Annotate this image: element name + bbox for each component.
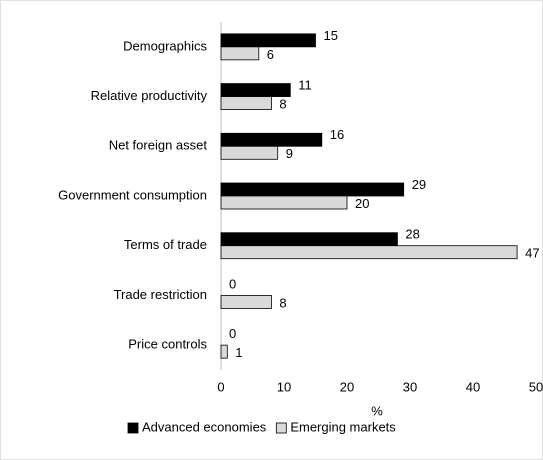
x-axis-label: %: [371, 403, 383, 418]
bar: [220, 344, 228, 359]
x-tick-label: 30: [403, 379, 417, 394]
bar: [220, 245, 518, 260]
y-tick-label: Price controls: [128, 337, 207, 352]
value-label: 1: [235, 345, 242, 360]
y-tick-label: Government consumption: [58, 187, 207, 202]
value-label: 6: [267, 47, 274, 62]
bar: [220, 295, 272, 309]
legend-label: Advanced economies: [142, 419, 267, 434]
value-label: 47: [525, 246, 539, 261]
x-tick-label: 40: [466, 379, 480, 394]
value-label: 9: [286, 146, 293, 161]
bar: [220, 96, 272, 110]
value-label: 11: [298, 78, 312, 93]
value-label: 0: [229, 326, 236, 341]
bar: [220, 232, 398, 247]
y-tick-label: Relative productivity: [91, 88, 208, 103]
bar: [220, 83, 291, 97]
value-label: 8: [279, 97, 286, 112]
x-tick-label: 20: [340, 379, 354, 394]
x-tick-label: 0: [217, 379, 224, 394]
bar: [220, 46, 260, 61]
legend-label: Emerging markets: [290, 419, 396, 434]
y-tick-label: Net foreign asset: [109, 138, 208, 153]
x-tick-label: 50: [529, 379, 543, 394]
value-label: 15: [324, 28, 338, 43]
y-tick-label: Terms of trade: [124, 237, 207, 252]
bar: [220, 33, 316, 48]
bar: [220, 145, 279, 160]
bar: [220, 195, 348, 210]
value-label: 0: [229, 276, 236, 291]
value-label: 20: [355, 196, 369, 211]
value-label: 8: [279, 295, 286, 310]
legend-swatch: [275, 422, 287, 434]
legend-swatch: [127, 422, 139, 434]
value-label: 28: [405, 227, 419, 242]
value-label: 16: [330, 127, 344, 142]
y-tick-label: Trade restriction: [114, 287, 207, 302]
y-tick-label: Demographics: [123, 38, 207, 53]
value-label: 29: [412, 177, 426, 192]
x-tick-label: 10: [277, 379, 291, 394]
bar: [220, 182, 405, 197]
bar: [220, 132, 323, 147]
